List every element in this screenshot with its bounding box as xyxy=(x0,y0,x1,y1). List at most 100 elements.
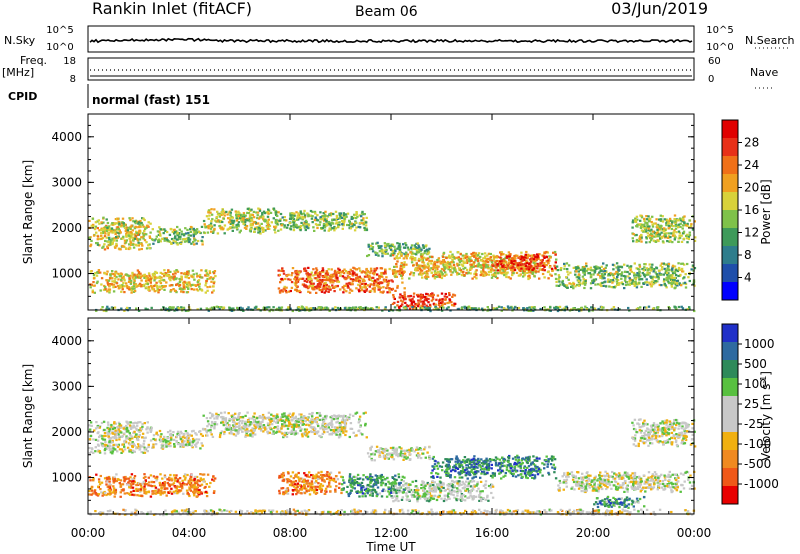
heatmap-cell xyxy=(495,269,498,272)
heatmap-cell xyxy=(315,291,318,294)
heatmap-cell xyxy=(660,268,664,271)
heatmap-cell xyxy=(460,270,463,273)
heatmap-cell xyxy=(428,269,432,272)
heatmap-cell xyxy=(239,229,242,232)
heatmap-cell xyxy=(384,306,387,309)
heatmap-cell xyxy=(279,228,283,231)
heatmap-cell xyxy=(594,278,598,281)
heatmap-cell xyxy=(182,444,185,447)
heatmap-cell xyxy=(292,212,296,215)
heatmap-cell xyxy=(326,277,329,280)
heatmap-cell xyxy=(242,219,245,222)
heatmap-cell xyxy=(117,426,120,429)
heatmap-cell xyxy=(627,275,630,278)
heatmap-cell xyxy=(305,278,309,281)
heatmap-cell xyxy=(131,229,134,232)
heatmap-cell xyxy=(111,280,114,283)
heatmap-cell xyxy=(297,212,300,215)
heatmap-cell xyxy=(103,449,107,452)
heatmap-cell xyxy=(159,438,163,442)
heatmap-cell xyxy=(365,273,368,276)
heatmap-cell xyxy=(129,227,132,231)
heatmap-cell xyxy=(141,432,145,435)
heatmap-cell xyxy=(118,435,121,438)
heatmap-cell xyxy=(667,276,671,279)
heatmap-cell xyxy=(368,271,371,274)
heatmap-cell xyxy=(566,286,569,289)
heatmap-cell xyxy=(654,281,657,284)
heatmap-cell xyxy=(106,281,109,284)
heatmap-cell xyxy=(629,269,632,272)
heatmap-cell xyxy=(396,270,400,273)
heatmap-cell xyxy=(152,242,155,245)
heatmap-cell xyxy=(451,253,454,256)
heatmap-cell xyxy=(446,266,449,269)
heatmap-cell xyxy=(651,230,655,233)
heatmap-cell xyxy=(92,281,95,284)
heatmap-cell xyxy=(95,231,98,234)
heatmap-cell xyxy=(563,267,566,270)
heatmap-cell xyxy=(96,425,99,428)
heatmap-cell xyxy=(628,272,631,275)
heatmap-cell xyxy=(137,231,140,234)
heatmap-cell xyxy=(300,305,304,308)
heatmap-cell xyxy=(193,243,196,246)
heatmap-cell xyxy=(192,288,196,291)
heatmap-cell xyxy=(400,269,403,272)
heatmap-cell xyxy=(631,221,634,224)
heatmap-cell xyxy=(184,232,188,235)
heatmap-cell xyxy=(195,442,198,445)
heatmap-cell xyxy=(190,434,193,437)
heatmap-cell xyxy=(141,232,145,235)
heatmap-cell xyxy=(554,266,557,269)
heatmap-cell xyxy=(190,288,193,291)
heatmap-cell xyxy=(96,439,100,442)
heatmap-cell xyxy=(424,275,427,279)
heatmap-cell xyxy=(480,266,483,269)
heatmap-cell xyxy=(168,233,172,236)
heatmap-cell xyxy=(443,267,447,270)
heatmap-cell xyxy=(192,231,196,234)
heatmap-cell xyxy=(90,283,93,286)
heatmap-cell xyxy=(326,272,330,275)
heatmap-cell xyxy=(230,208,234,211)
heatmap-cell xyxy=(364,271,367,274)
heatmap-cell xyxy=(334,271,337,274)
heatmap-cell xyxy=(124,440,128,443)
heatmap-cell xyxy=(623,287,626,290)
heatmap-cell xyxy=(657,306,660,309)
heatmap-cell xyxy=(608,280,611,283)
heatmap-cell xyxy=(350,289,354,292)
heatmap-cell xyxy=(235,215,238,218)
heatmap-cell xyxy=(124,223,127,226)
heatmap-cell xyxy=(293,214,296,217)
heatmap-cell xyxy=(391,302,395,305)
heatmap-cell xyxy=(543,276,546,279)
heatmap-cell xyxy=(335,219,338,222)
heatmap-cell xyxy=(104,445,108,448)
heatmap-cell xyxy=(105,273,108,276)
heatmap-cell xyxy=(371,276,374,279)
heatmap-cell xyxy=(137,309,141,312)
heatmap-cell xyxy=(399,304,403,308)
heatmap-cell xyxy=(130,232,133,235)
heatmap-cell xyxy=(576,266,579,269)
heatmap-cell xyxy=(172,276,176,279)
heatmap-cell xyxy=(357,288,360,291)
heatmap-cell xyxy=(482,268,485,271)
heatmap-cell xyxy=(128,448,131,451)
heatmap-cell xyxy=(393,245,396,248)
heatmap-cell xyxy=(325,270,329,273)
heatmap-cell xyxy=(448,292,451,295)
heatmap-cell xyxy=(102,221,105,224)
heatmap-cell xyxy=(185,291,189,294)
heatmap-cell xyxy=(682,230,686,233)
heatmap-cell xyxy=(204,269,207,272)
heatmap-cell xyxy=(676,219,679,222)
heatmap-cell xyxy=(494,307,497,310)
heatmap-cell xyxy=(555,284,558,287)
heatmap-cell xyxy=(145,226,148,229)
heatmap-cell xyxy=(688,307,691,310)
heatmap-cell xyxy=(402,298,406,301)
heatmap-cell xyxy=(283,285,286,288)
